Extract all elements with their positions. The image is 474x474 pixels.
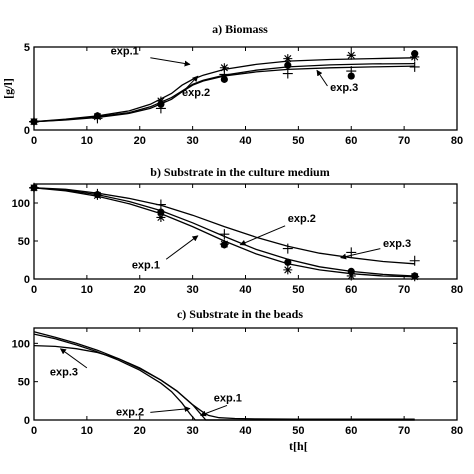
x-tick-label: 30 — [187, 135, 199, 147]
x-tick-label: 60 — [345, 425, 357, 437]
x-tick-label: 40 — [239, 425, 251, 437]
y-tick-label: 50 — [18, 377, 30, 389]
y-tick-label: 50 — [18, 236, 30, 248]
annotation-label: exp.3 — [50, 367, 78, 379]
x-tick-label: 10 — [81, 425, 93, 437]
plot-frame — [33, 327, 458, 421]
data-point-exp2 — [411, 272, 419, 280]
data-point-exp3 — [346, 66, 357, 77]
panel-substrate-beads: c) Substrate in the beads 0 10 20 30 40 50 60 70… — [12, 307, 463, 453]
series-line-exp2 — [33, 62, 415, 123]
y-tick-label: 100 — [12, 338, 30, 350]
data-point-exp3 — [282, 243, 293, 254]
series-line-exp3 — [33, 65, 415, 123]
data-point-exp3 — [155, 103, 166, 114]
data-point-exp1 — [283, 265, 293, 275]
x-tick-label: 40 — [239, 284, 251, 296]
data-point-exp3 — [29, 116, 39, 127]
x-tick-label: 20 — [134, 284, 146, 296]
x-tick-label: 70 — [398, 425, 410, 437]
x-tick-label: 80 — [451, 284, 463, 296]
data-point-exp2 — [347, 267, 355, 275]
x-tick-label: 0 — [31, 284, 37, 296]
x-tick-label: 80 — [451, 425, 463, 437]
data-point-exp2 — [157, 208, 165, 216]
x-tick-label: 30 — [187, 425, 199, 437]
x-tick-label: 50 — [292, 135, 304, 147]
annotation-label: exp.1 — [111, 45, 139, 57]
x-tick-label: 70 — [398, 135, 410, 147]
data-point-exp3 — [219, 69, 230, 80]
data-point-exp3 — [282, 68, 293, 79]
data-point-exp2 — [411, 50, 419, 58]
annotation-label: exp.1 — [214, 393, 242, 405]
data-point-exp3 — [219, 229, 230, 240]
annotation-arrow — [165, 235, 199, 260]
panel-biomass: a) Biomass 0 10 20 30 40 50 60 70 80 0 5 [g/l] exp.1 e… — [1, 22, 463, 147]
annotation-arrow — [150, 406, 191, 413]
y-tick-label: 0 — [24, 415, 30, 427]
annotation-arrow — [316, 69, 328, 87]
annotation-label: exp.3 — [383, 238, 411, 250]
annotation-label: exp.2 — [288, 213, 316, 225]
data-point-exp3 — [29, 182, 39, 193]
x-tick-label: 0 — [31, 135, 37, 147]
data-point-exp1 — [283, 54, 293, 64]
annotation-label: exp.1 — [132, 259, 160, 271]
annotation-label: exp.3 — [330, 82, 358, 94]
panel-title: b) Substrate in the culture medium — [150, 165, 329, 179]
annotation-arrow — [183, 75, 199, 92]
data-point-exp2 — [220, 241, 228, 249]
x-tick-label: 50 — [292, 425, 304, 437]
y-tick-label: 0 — [24, 274, 30, 286]
data-point-exp3 — [155, 199, 166, 210]
series-line-exp3 — [33, 344, 415, 421]
x-tick-label: 10 — [81, 284, 93, 296]
data-point-exp3 — [409, 255, 420, 266]
x-tick-label: 50 — [292, 284, 304, 296]
annotation-arrow — [59, 348, 88, 369]
series-line-exp3 — [33, 187, 415, 265]
data-point-exp1 — [219, 63, 229, 73]
annotation-label: exp.2 — [116, 406, 144, 418]
x-tick-label: 30 — [187, 284, 199, 296]
panel-title: a) Biomass — [212, 22, 268, 36]
x-tick-label: 70 — [398, 284, 410, 296]
data-point-exp1 — [346, 271, 356, 281]
series-line-exp2 — [33, 333, 415, 421]
x-tick-label: 60 — [345, 284, 357, 296]
data-point-exp3 — [92, 188, 103, 199]
y-tick-label: 5 — [24, 42, 30, 54]
data-point-exp1 — [156, 212, 166, 222]
x-axis-label: t[h[ — [289, 439, 308, 453]
y-tick-label: 100 — [12, 198, 30, 210]
data-point-exp2 — [284, 61, 292, 69]
annotation-arrow — [150, 57, 191, 67]
annotation-label: exp.2 — [182, 87, 210, 99]
data-point-exp2 — [284, 258, 292, 266]
x-tick-label: 20 — [134, 135, 146, 147]
y-axis-label: [g/l] — [1, 78, 15, 99]
x-tick-label: 0 — [31, 425, 37, 437]
annotation-arrow — [239, 225, 286, 246]
annotation-arrow — [340, 248, 381, 260]
data-point-exp1 — [346, 50, 356, 60]
data-point-exp3 — [409, 61, 420, 72]
panel-title: c) Substrate in the beads — [177, 307, 303, 321]
x-tick-label: 10 — [81, 135, 93, 147]
x-tick-label: 80 — [451, 135, 463, 147]
panel-substrate-medium: b) Substrate in the culture medium 0 10 20 3… — [12, 165, 463, 296]
data-point-exp3 — [92, 113, 103, 124]
x-tick-label: 20 — [134, 425, 146, 437]
y-tick-label: 0 — [24, 125, 30, 137]
annotation-arrow — [199, 404, 228, 417]
x-tick-label: 60 — [345, 135, 357, 147]
x-tick-label: 40 — [239, 135, 251, 147]
